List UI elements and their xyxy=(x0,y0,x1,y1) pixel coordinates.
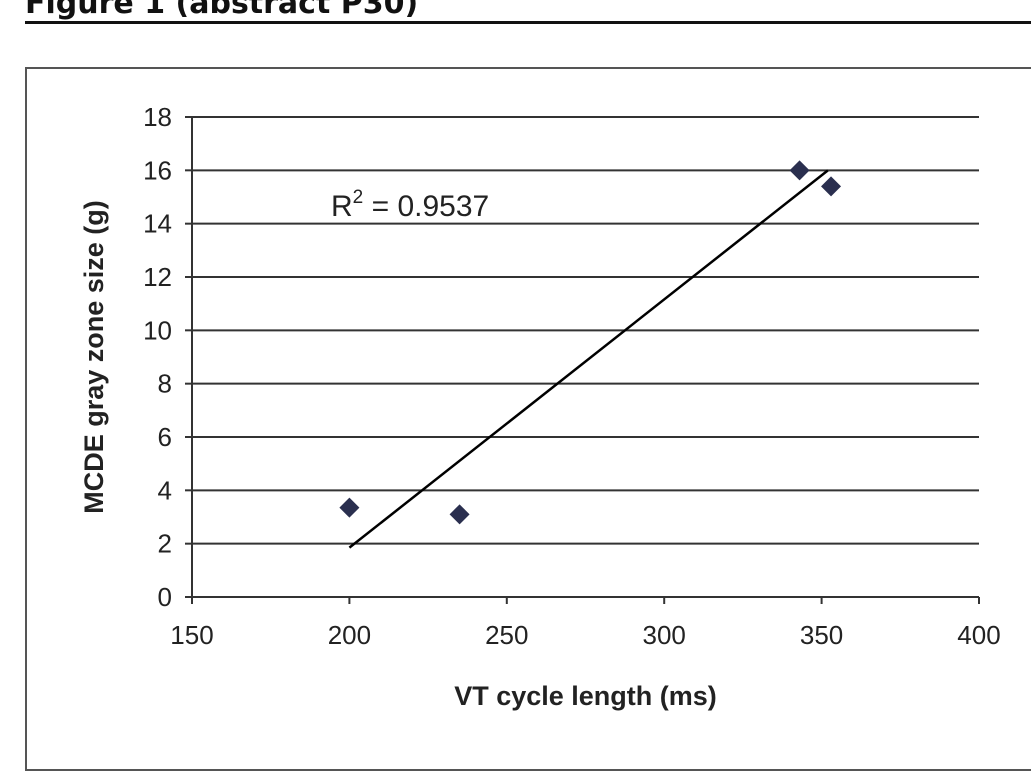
data-point xyxy=(339,497,360,518)
y-tick-label: 16 xyxy=(143,155,172,185)
x-tick-label: 400 xyxy=(957,620,1000,650)
y-tick-label: 6 xyxy=(158,422,172,452)
data-point xyxy=(821,176,842,197)
y-tick-label: 2 xyxy=(158,529,172,559)
y-tick-label: 18 xyxy=(143,102,172,132)
x-axis-label: VT cycle length (ms) xyxy=(454,681,717,711)
y-tick-label: 10 xyxy=(143,315,172,345)
trendline xyxy=(348,169,829,549)
x-tick-label: 150 xyxy=(170,620,213,650)
y-tick-label: 12 xyxy=(143,262,172,292)
y-tick-label: 4 xyxy=(158,475,172,505)
x-tick-label: 350 xyxy=(800,620,843,650)
figure-title: Figure 1 (abstract P30) xyxy=(25,0,419,21)
title-rule xyxy=(25,21,1031,24)
data-point xyxy=(449,504,470,525)
y-tick-label: 0 xyxy=(158,582,172,612)
r-squared-annotation: R2 = 0.9537 xyxy=(331,187,489,223)
x-tick-label: 200 xyxy=(328,620,371,650)
data-point xyxy=(789,160,810,181)
x-tick-label: 300 xyxy=(643,620,686,650)
scatter-chart: 0 2 4 6 8 10 12 14 16 18 150 200 250 300 350 400 VT cycl… xyxy=(79,102,1001,711)
y-tick-label: 8 xyxy=(158,369,172,399)
x-tick-label: 250 xyxy=(485,620,528,650)
y-tick-label: 14 xyxy=(143,209,172,239)
y-axis-label: MCDE gray zone size (g) xyxy=(79,200,109,514)
